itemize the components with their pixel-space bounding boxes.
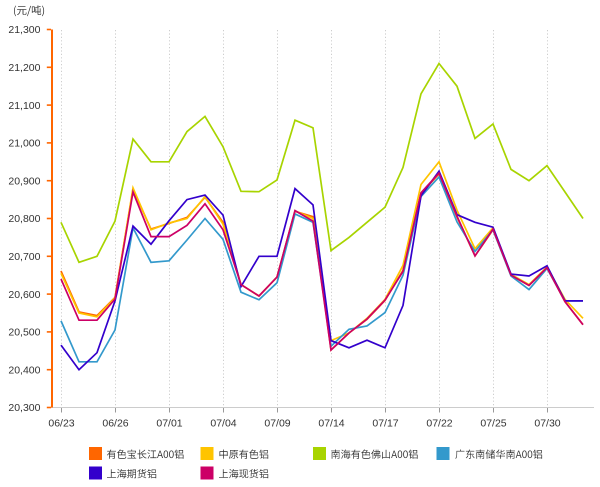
svg-text:21,300: 21,300	[8, 24, 40, 36]
svg-text:20,900: 20,900	[8, 175, 40, 187]
svg-text:07/14: 07/14	[318, 418, 344, 430]
svg-text:07/04: 07/04	[210, 418, 236, 430]
svg-text:20,600: 20,600	[8, 289, 40, 301]
svg-text:20,300: 20,300	[8, 402, 40, 414]
svg-text:20,700: 20,700	[8, 251, 40, 263]
svg-text:06/26: 06/26	[102, 418, 128, 430]
svg-text:07/01: 07/01	[156, 418, 182, 430]
svg-text:21,100: 21,100	[8, 100, 40, 112]
svg-text:20,500: 20,500	[8, 327, 40, 339]
svg-text:07/30: 07/30	[534, 418, 560, 430]
svg-text:20,400: 20,400	[8, 364, 40, 376]
svg-text:20,800: 20,800	[8, 213, 40, 225]
svg-text:06/23: 06/23	[48, 418, 74, 430]
svg-text:21,000: 21,000	[8, 138, 40, 150]
svg-text:07/09: 07/09	[264, 418, 290, 430]
svg-text:21,200: 21,200	[8, 62, 40, 74]
svg-text:07/22: 07/22	[426, 418, 452, 430]
svg-text:07/25: 07/25	[480, 418, 506, 430]
svg-text:07/17: 07/17	[372, 418, 398, 430]
